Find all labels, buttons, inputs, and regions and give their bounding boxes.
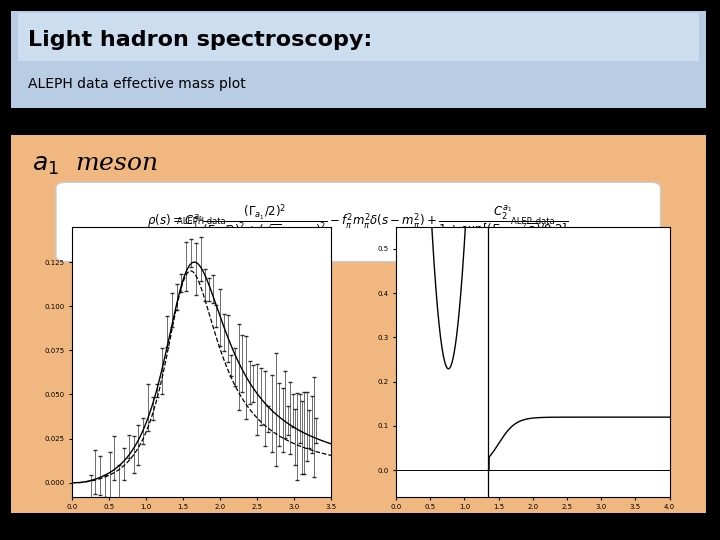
Text: $a_1$  meson: $a_1$ meson bbox=[32, 154, 158, 177]
Text: Light hadron spectroscopy:: Light hadron spectroscopy: bbox=[28, 30, 372, 50]
FancyBboxPatch shape bbox=[0, 124, 720, 524]
Text: $\rho(s) = C_1^{a_1}\dfrac{(\Gamma_{a_1}/2)^2}{(\Gamma_{a_1}/2)^2 + (\sqrt{s} - : $\rho(s) = C_1^{a_1}\dfrac{(\Gamma_{a_1}… bbox=[148, 202, 569, 241]
Text: ALEPH data effective mass plot: ALEPH data effective mass plot bbox=[28, 77, 246, 91]
X-axis label: E  [GeV]: E [GeV] bbox=[516, 516, 550, 525]
X-axis label: s  $[\mathrm{GeV}]^2$: s $[\mathrm{GeV}]^2$ bbox=[182, 516, 221, 529]
FancyBboxPatch shape bbox=[18, 13, 698, 62]
FancyBboxPatch shape bbox=[0, 8, 720, 111]
Title: ALEPH data: ALEPH data bbox=[177, 217, 226, 226]
FancyBboxPatch shape bbox=[56, 183, 660, 261]
Title: ALEP. data: ALEP. data bbox=[511, 217, 554, 226]
